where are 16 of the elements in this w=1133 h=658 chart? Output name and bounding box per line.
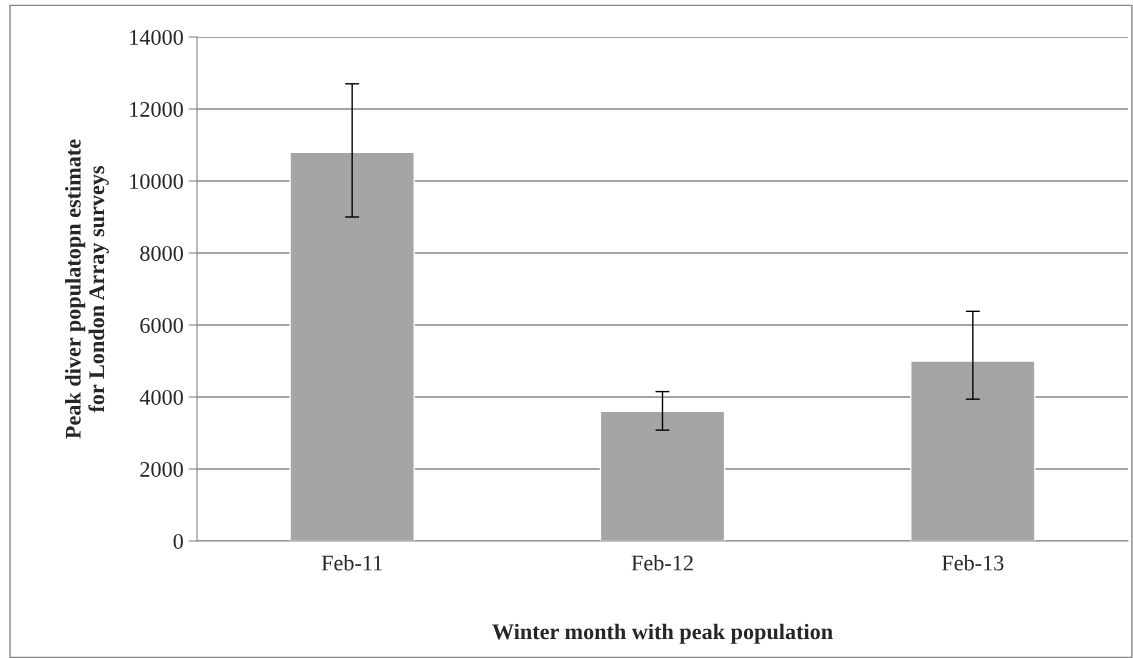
y-tick-label: 0 (173, 533, 183, 549)
x-axis-title: Winter month with peak population (492, 623, 833, 644)
bar (599, 410, 726, 541)
y-tick-label: 10000 (130, 173, 183, 189)
y-tick-label: 14000 (130, 29, 183, 45)
bar (289, 151, 415, 541)
y-axis-title: Peak diver populatopn estimate for London Array surveys (65, 139, 109, 439)
y-tick-label: 4000 (139, 389, 183, 405)
y-tick-label: 6000 (140, 317, 183, 333)
x-tick-label: Feb-13 (941, 554, 1004, 571)
y-tick-label: 2000 (140, 461, 183, 477)
y-tick-label: 8000 (140, 245, 183, 261)
x-tick-label: Feb-12 (631, 554, 693, 571)
bar (910, 360, 1036, 541)
y-tick-label: 12000 (130, 101, 183, 117)
x-tick-label: Feb-11 (321, 554, 382, 571)
